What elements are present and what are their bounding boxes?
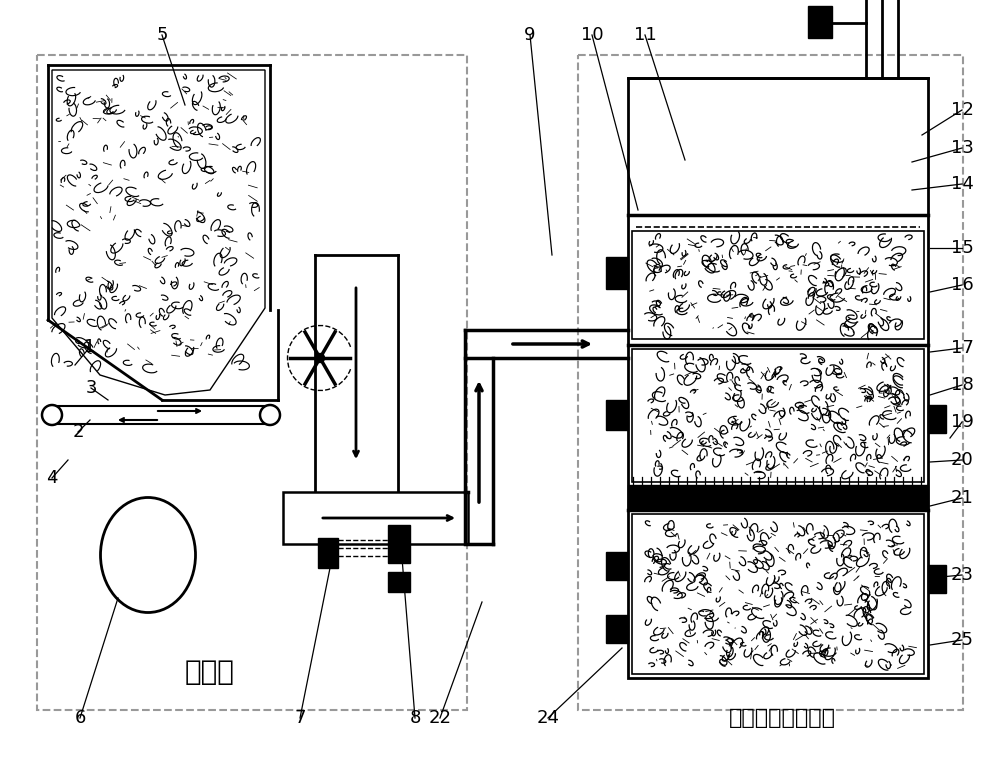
Text: 9: 9	[524, 26, 536, 44]
Text: 8: 8	[409, 709, 421, 727]
Bar	[606, 552, 628, 580]
Text: 25: 25	[950, 631, 974, 649]
Text: 12: 12	[951, 101, 973, 119]
Bar	[606, 400, 628, 430]
Bar	[628, 485, 928, 510]
Bar	[808, 6, 832, 38]
Text: 喂丝机: 喂丝机	[185, 658, 235, 686]
Text: 24: 24	[536, 709, 560, 727]
Text: 6: 6	[74, 709, 86, 727]
Bar	[606, 257, 628, 289]
Bar	[628, 78, 928, 678]
Text: 17: 17	[951, 339, 973, 357]
Bar	[578, 55, 963, 710]
Bar	[632, 514, 924, 674]
Text: 2: 2	[72, 423, 84, 441]
Bar	[37, 55, 467, 710]
Text: 22: 22	[428, 709, 452, 727]
Text: 23: 23	[950, 566, 974, 584]
Bar	[606, 615, 628, 643]
Text: 3: 3	[85, 379, 97, 397]
Bar	[388, 525, 410, 563]
Text: 13: 13	[951, 139, 973, 157]
Text: 20: 20	[951, 451, 973, 469]
Ellipse shape	[100, 497, 196, 612]
Text: 21: 21	[951, 489, 973, 507]
Ellipse shape	[260, 405, 280, 425]
Ellipse shape	[316, 354, 324, 363]
Bar	[632, 349, 924, 482]
Text: 18: 18	[951, 376, 973, 394]
Bar	[928, 565, 946, 593]
Text: 10: 10	[581, 26, 603, 44]
Text: 15: 15	[951, 239, 973, 257]
Bar	[318, 538, 338, 568]
Text: 14: 14	[951, 175, 973, 193]
Text: 1: 1	[84, 338, 96, 356]
Ellipse shape	[42, 405, 62, 425]
Text: 19: 19	[951, 413, 973, 431]
Text: 5: 5	[156, 26, 168, 44]
Text: 4: 4	[46, 469, 58, 487]
Text: 7: 7	[294, 709, 306, 727]
Text: 16: 16	[951, 276, 973, 294]
Polygon shape	[52, 70, 265, 395]
Text: 11: 11	[634, 26, 656, 44]
Bar	[928, 405, 946, 433]
Text: 卷烟机烟丝分配器: 卷烟机烟丝分配器	[728, 708, 836, 728]
Bar	[283, 492, 468, 544]
Bar	[388, 572, 410, 592]
Bar	[632, 231, 924, 339]
